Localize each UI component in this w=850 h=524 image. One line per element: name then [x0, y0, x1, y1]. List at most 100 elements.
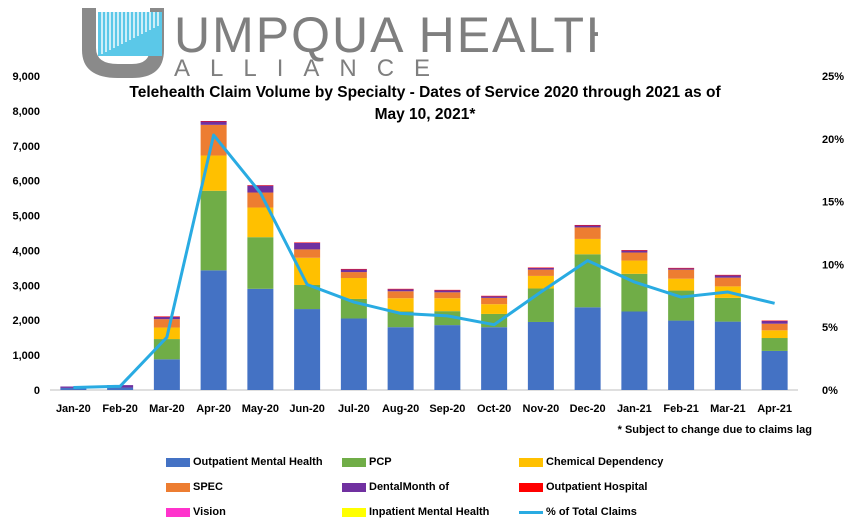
bar-segment-outpatient-hospital-apr-21: [761, 320, 788, 322]
y-left-tick-label: 5,000: [12, 211, 40, 223]
bar-segment-outpatient-hospital-may-20: [247, 185, 274, 186]
legend-swatch: [166, 507, 190, 517]
bar-segment-spec-mar-21: [714, 277, 741, 287]
bar-segment-dentalmonth-of-sep-20: [434, 290, 461, 293]
legend-label: Vision: [193, 506, 226, 518]
bar-segment-dentalmonth-of-jun-20: [294, 242, 321, 250]
bar-segment-chemical-dependency-sep-20: [434, 298, 461, 312]
bar-segment-outpatient-mental-health-aug-20: [387, 327, 414, 390]
x-tick-label: Feb-21: [663, 403, 698, 415]
legend-swatch: [519, 482, 543, 492]
bar-segment-outpatient-hospital-jul-20: [340, 268, 367, 270]
bar-segment-spec-dec-20: [574, 227, 601, 239]
bar-segment-chemical-dependency-feb-21: [668, 278, 695, 291]
legend-swatch: [166, 482, 190, 492]
y-left-tick-label: 7,000: [12, 141, 40, 153]
legend-swatch: [342, 482, 366, 492]
bar-segment-outpatient-mental-health-nov-20: [527, 321, 554, 390]
x-tick-label: Jan-21: [617, 403, 652, 415]
bar-segment-chemical-dependency-oct-20: [481, 304, 508, 314]
bar-segment-spec-nov-20: [527, 269, 554, 276]
y-left-tick-label: 6,000: [12, 176, 40, 188]
legend-swatch: [342, 457, 366, 467]
bar-segment-dentalmonth-of-mar-20: [153, 316, 180, 320]
x-tick-label: Aug-20: [382, 403, 419, 415]
bar-segment-outpatient-hospital-feb-21: [668, 267, 695, 269]
bar-segment-spec-sep-20: [434, 292, 461, 299]
bar-segment-outpatient-hospital-aug-20: [387, 288, 414, 290]
legend-item-spec: SPEC: [166, 480, 223, 494]
legend-item-chemical-dependency: Chemical Dependency: [519, 455, 663, 469]
bar-segment-spec-jan-21: [621, 252, 648, 261]
bar-segment-outpatient-hospital-oct-20: [481, 295, 508, 297]
legend: Outpatient Mental Health PCP Chemical De…: [166, 455, 766, 521]
bar-segment-outpatient-hospital-dec-20: [574, 224, 601, 226]
x-tick-label: Mar-20: [149, 403, 184, 415]
y-left-tick-label: 4,000: [12, 245, 40, 257]
legend-item-outpatient-mental-health: Outpatient Mental Health: [166, 455, 323, 469]
bar-segment-dentalmonth-of-feb-21: [668, 268, 695, 270]
y-left-tick-label: 0: [34, 385, 40, 397]
bar-segment-dentalmonth-of-dec-20: [574, 225, 601, 228]
bar-segment-pcp-mar-20: [153, 339, 180, 360]
bar-segment-outpatient-mental-health-sep-20: [434, 325, 461, 390]
bar-segment-chemical-dependency-nov-20: [527, 275, 554, 289]
legend-label: Chemical Dependency: [546, 456, 664, 468]
legend-label: Outpatient Hospital: [546, 481, 648, 493]
bar-segment-outpatient-mental-health-may-20: [247, 288, 274, 390]
bar-segment-outpatient-hospital-mar-21: [714, 274, 741, 276]
bar-segment-outpatient-hospital-jan-21: [621, 250, 648, 251]
x-tick-label: Dec-20: [570, 403, 606, 415]
y-right-tick-label: 15%: [822, 197, 844, 209]
bar-segment-outpatient-mental-health-mar-21: [714, 321, 741, 390]
bar-segment-dentalmonth-of-jan-21: [621, 250, 648, 253]
bar-segment-pcp-aug-20: [387, 311, 414, 328]
x-tick-label: Apr-20: [196, 403, 231, 415]
x-tick-label: Mar-21: [710, 403, 745, 415]
bar-segment-outpatient-mental-health-apr-21: [761, 350, 788, 390]
legend-label: Inpatient Mental Health: [369, 506, 490, 518]
x-tick-label: Jun-20: [289, 403, 324, 415]
bar-segment-chemical-dependency-dec-20: [574, 238, 601, 255]
bar-segment-chemical-dependency-jan-21: [621, 260, 648, 274]
bar-segment-outpatient-hospital-sep-20: [434, 289, 461, 291]
y-left-tick-label: 9,000: [12, 71, 40, 83]
bar-segment-pcp-apr-20: [200, 190, 227, 271]
bar-segment-outpatient-hospital-mar-20: [153, 316, 180, 317]
footnote: * Subject to change due to claims lag: [617, 424, 812, 436]
bar-segment-pcp-may-20: [247, 237, 274, 289]
x-tick-label: Sep-20: [429, 403, 465, 415]
x-tick-label: Feb-20: [102, 403, 137, 415]
y-left-tick-label: 1,000: [12, 350, 40, 362]
bar-segment-dentalmonth-of-mar-21: [714, 275, 741, 278]
bar-segment-outpatient-mental-health-oct-20: [481, 327, 508, 390]
bar-segment-outpatient-mental-health-mar-20: [153, 359, 180, 390]
bar-segment-chemical-dependency-jun-20: [294, 257, 321, 285]
bar-segment-pcp-nov-20: [527, 288, 554, 322]
legend-swatch-line: [519, 510, 543, 514]
logo-line-2: ALLIANCE: [174, 55, 450, 78]
bar-segment-spec-jun-20: [294, 249, 321, 258]
y-right-tick-label: 25%: [822, 71, 844, 83]
chart-title-line-1: Telehealth Claim Volume by Specialty - D…: [129, 84, 721, 101]
x-tick-label: Oct-20: [477, 403, 511, 415]
x-tick-label: May-20: [242, 403, 279, 415]
x-tick-label: Jan-20: [56, 403, 91, 415]
bar-segment-outpatient-mental-health-jan-21: [621, 311, 648, 390]
bar-segment-pcp-mar-21: [714, 297, 741, 322]
bar-segment-spec-aug-20: [387, 291, 414, 299]
bar-segment-outpatient-mental-health-jan-20: [60, 387, 87, 390]
logo-line-1: UMPQUA HEALTH: [174, 8, 598, 63]
bar-segment-pcp-jan-21: [621, 273, 648, 312]
bar-segment-spec-feb-21: [668, 269, 695, 279]
legend-label: SPEC: [193, 481, 223, 493]
bar-segment-spec-jul-20: [340, 272, 367, 279]
bar-segment-outpatient-mental-health-jul-20: [340, 318, 367, 390]
legend-label: DentalMonth of: [369, 481, 450, 493]
x-tick-label: Apr-21: [757, 403, 792, 415]
logo-mark-icon: [82, 8, 164, 78]
y-left-tick-label: 2,000: [12, 315, 40, 327]
bar-segment-dentalmonth-of-aug-20: [387, 289, 414, 292]
legend-item-outpatient-hospital: Outpatient Hospital: [519, 480, 647, 494]
